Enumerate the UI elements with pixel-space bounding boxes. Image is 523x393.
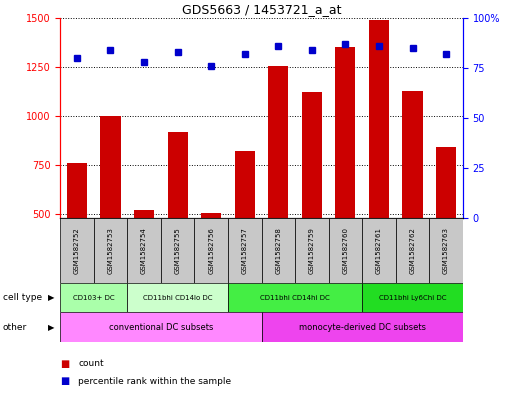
Bar [127,283,228,312]
Bar [161,218,195,283]
Bar [328,218,362,283]
Text: cell type: cell type [3,293,42,302]
Text: GSM1582762: GSM1582762 [410,227,415,274]
Bar [201,213,221,218]
Text: GSM1582763: GSM1582763 [443,227,449,274]
Text: count: count [78,359,104,368]
Text: GSM1582760: GSM1582760 [343,227,348,274]
Bar [60,312,262,342]
Text: GSM1582756: GSM1582756 [208,227,214,274]
Text: GSM1582753: GSM1582753 [108,227,113,274]
Text: ■: ■ [60,376,70,386]
Text: monocyte-derived DC subsets: monocyte-derived DC subsets [299,323,426,332]
Text: GSM1582758: GSM1582758 [275,227,281,274]
Text: ▶: ▶ [48,293,54,302]
Text: CD103+ DC: CD103+ DC [73,295,115,301]
Bar [235,151,255,218]
Text: ■: ■ [60,358,70,369]
Bar [67,163,87,218]
Bar [127,218,161,283]
Bar [268,66,288,218]
Text: GSM1582755: GSM1582755 [175,227,180,274]
Bar [228,283,362,312]
Bar [100,116,120,218]
Text: GSM1582761: GSM1582761 [376,227,382,274]
Bar [362,283,463,312]
Text: percentile rank within the sample: percentile rank within the sample [78,377,232,386]
Bar [167,132,188,218]
Bar [403,91,423,218]
Bar [396,218,429,283]
Bar [262,312,463,342]
Text: GSM1582759: GSM1582759 [309,227,315,274]
Text: GSM1582754: GSM1582754 [141,227,147,274]
Bar [60,218,94,283]
Text: GSM1582752: GSM1582752 [74,227,80,274]
Bar [195,218,228,283]
Text: CD11bhi CD14lo DC: CD11bhi CD14lo DC [143,295,212,301]
Bar [262,218,295,283]
Bar [94,218,127,283]
Text: other: other [3,323,27,332]
Bar [295,218,328,283]
Bar [369,20,389,218]
Text: CD11bhi CD14hi DC: CD11bhi CD14hi DC [260,295,330,301]
Text: GSM1582757: GSM1582757 [242,227,248,274]
Bar [302,92,322,218]
Bar [429,218,463,283]
Bar [60,283,127,312]
Text: ▶: ▶ [48,323,54,332]
Bar [436,147,456,218]
Text: CD11bhi Ly6Chi DC: CD11bhi Ly6Chi DC [379,295,446,301]
Bar [134,210,154,218]
Bar [362,218,396,283]
Title: GDS5663 / 1453721_a_at: GDS5663 / 1453721_a_at [182,4,341,17]
Bar [228,218,262,283]
Bar [335,47,356,218]
Text: conventional DC subsets: conventional DC subsets [109,323,213,332]
